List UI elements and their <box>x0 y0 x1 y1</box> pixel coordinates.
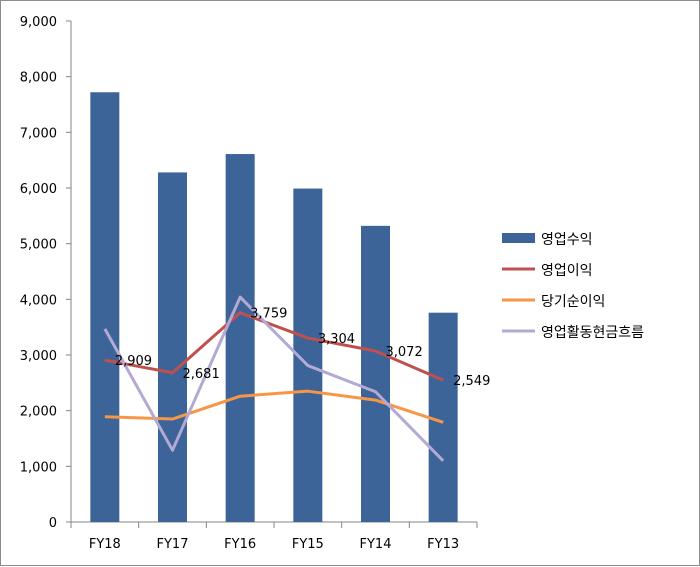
x-tick-label: FY13 <box>427 537 459 552</box>
y-tick-label: 5,000 <box>20 238 57 253</box>
data-label: 3,759 <box>250 307 287 322</box>
legend-label: 영업수익 <box>541 232 593 248</box>
y-tick-label: 9,000 <box>20 15 57 30</box>
data-label: 2,681 <box>183 367 220 382</box>
x-tick-label: FY15 <box>292 537 324 552</box>
line-series-3 <box>103 295 445 462</box>
data-label: 2,909 <box>115 354 152 369</box>
axes: 0 1,000 2,000 3,000 4,000 5,000 6,000 7,000 8,00… <box>20 15 478 552</box>
bar-FY14 <box>361 225 390 522</box>
legend-swatch <box>502 233 535 243</box>
bar-FY17 <box>158 172 187 522</box>
data-label: 3,072 <box>386 345 423 360</box>
bar-FY18 <box>90 92 120 523</box>
x-tick-label: FY18 <box>89 537 121 552</box>
legend-label: 당기순이익 <box>541 294 605 310</box>
y-tick-label: 7,000 <box>20 126 57 141</box>
legend-label: 영업이익 <box>541 263 593 279</box>
y-tick-label: 1,000 <box>20 460 57 475</box>
data-label: 3,304 <box>318 332 355 347</box>
bar-FY16 <box>225 154 255 522</box>
line-series <box>103 295 445 462</box>
y-tick-label: 4,000 <box>20 293 57 308</box>
data-labels: 2,909 2,681 3,759 3,304 3,072 2,549 <box>115 307 491 389</box>
y-tick-label: 3,000 <box>20 349 57 364</box>
y-tick-label: 2,000 <box>20 405 57 420</box>
y-tick-label: 6,000 <box>20 182 57 197</box>
bar-FY13 <box>428 312 458 522</box>
y-tick-label: 8,000 <box>20 71 57 86</box>
y-tick-label: 0 <box>49 516 57 531</box>
x-tick-label: FY17 <box>157 537 189 552</box>
bar-series <box>90 92 458 523</box>
legend-label: 영업활동현금흐름 <box>541 325 644 341</box>
x-tick-label: FY14 <box>360 537 392 552</box>
x-tick-label: FY16 <box>224 537 256 552</box>
data-label: 2,549 <box>453 374 490 389</box>
line-series-1 <box>104 311 444 382</box>
